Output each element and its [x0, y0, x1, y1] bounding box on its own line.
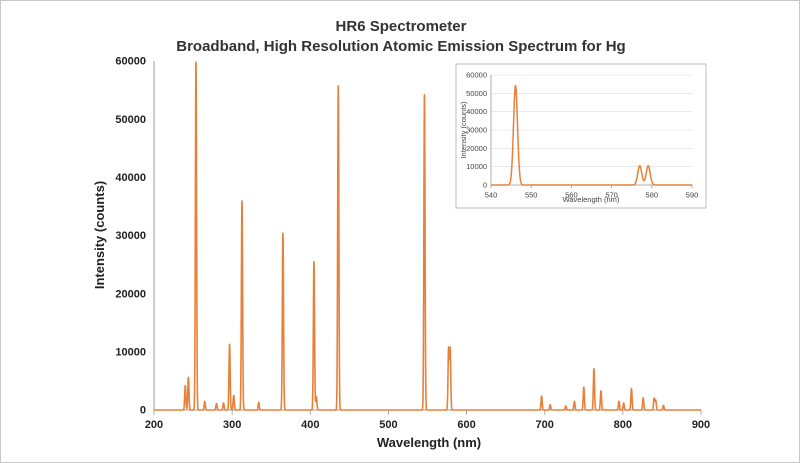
inset-peak-point: [639, 165, 641, 167]
main-peak-point: [565, 405, 567, 407]
main-y-tick-label: 60000: [115, 56, 146, 68]
main-x-tick-label: 900: [692, 419, 710, 431]
main-peak-point: [423, 94, 425, 96]
main-peak-point: [195, 60, 197, 62]
main-peak-point: [204, 400, 206, 402]
main-x-tick-label: 300: [223, 419, 241, 431]
main-peak-point: [222, 402, 224, 404]
main-x-tick-label: 700: [536, 419, 554, 431]
main-spectrum-line: [153, 61, 702, 411]
inset-x-tick-label: 570: [605, 191, 618, 200]
main-peak-point: [215, 402, 217, 404]
main-peak-point: [228, 343, 230, 345]
inset-x-axis-label: Wavelength (nm): [563, 195, 620, 204]
main-y-ticks: 0 10000 20000 30000 40000 50000 60000: [115, 56, 146, 417]
main-peak-point: [315, 395, 317, 397]
inset-x-tick-label: 580: [646, 191, 659, 200]
inset-spectrum-line: [490, 84, 693, 186]
inset-y-tick-label: 40000: [466, 107, 487, 116]
main-peak-point: [600, 390, 602, 392]
inset-y-tick-label: 20000: [466, 144, 487, 153]
chart-subtitle: Broadband, High Resolution Atomic Emissi…: [176, 38, 625, 55]
main-peak-point: [282, 231, 284, 233]
inset-x-tick-label: 550: [525, 191, 538, 200]
main-x-ticks: 200 300 400 500 600 700 800 900: [145, 410, 710, 431]
main-y-tick-label: 40000: [115, 172, 146, 184]
inset-x-tick-label: 560: [565, 191, 578, 200]
main-peak-point: [540, 395, 542, 397]
inset-peak-point: [514, 84, 516, 86]
inset-y-tick-label: 10000: [466, 162, 487, 171]
inset-x-tick-label: 540: [485, 191, 498, 200]
main-x-tick-label: 200: [145, 419, 163, 431]
main-peak-point: [449, 348, 451, 350]
main-peak-point: [583, 386, 585, 388]
main-y-axis-label: Intensity (counts): [92, 181, 107, 289]
main-peak-point: [654, 399, 656, 401]
main-peak-point: [642, 397, 644, 399]
main-y-tick-label: 50000: [115, 114, 146, 126]
inset-y-ticks: 0 10000 20000 30000 40000 50000 60000: [466, 71, 487, 190]
main-y-tick-label: 30000: [115, 230, 146, 242]
main-peak-point: [573, 400, 575, 402]
main-y-tick-label: 20000: [115, 288, 146, 300]
main-x-tick-label: 800: [614, 419, 632, 431]
main-x-tick-label: 400: [301, 419, 319, 431]
main-peak-point: [549, 404, 551, 406]
main-peak-point: [258, 401, 260, 403]
main-peak-point: [187, 376, 189, 378]
main-peak-point: [233, 394, 235, 396]
main-peak-point: [662, 404, 664, 406]
main-peak-point: [337, 84, 339, 86]
main-peak-point: [593, 368, 595, 370]
inset-y-tick-label: 0: [483, 181, 487, 190]
inset-x-tick-label: 590: [686, 191, 699, 200]
chart-title: HR6 Spectrometer: [336, 18, 467, 35]
main-peak-point: [184, 384, 186, 386]
main-peak-point: [241, 199, 243, 201]
main-x-axis-label: Wavelength (nm): [377, 435, 481, 450]
inset-y-tick-label: 50000: [466, 89, 487, 98]
inset-y-tick-label: 60000: [466, 71, 487, 80]
main-peak-point: [313, 260, 315, 262]
main-x-tick-label: 600: [457, 419, 475, 431]
main-peak-point: [630, 387, 632, 389]
main-peak-point: [622, 402, 624, 404]
main-y-tick-label: 0: [140, 405, 146, 417]
inset-y-axis-label: Intensity (counts): [459, 101, 468, 159]
main-plot: 0 10000 20000 30000 40000 50000 60000 200 300 40…: [92, 56, 710, 450]
inset-y-tick-label: 30000: [466, 126, 487, 135]
main-y-tick-label: 10000: [115, 347, 146, 359]
inset-peak-point: [647, 165, 649, 167]
inset-chart: 0 10000 20000 30000 40000 50000 60000 540 550 56…: [455, 63, 707, 209]
inset-border: [455, 63, 707, 209]
main-peak-point: [618, 400, 620, 402]
main-x-tick-label: 500: [379, 419, 397, 431]
